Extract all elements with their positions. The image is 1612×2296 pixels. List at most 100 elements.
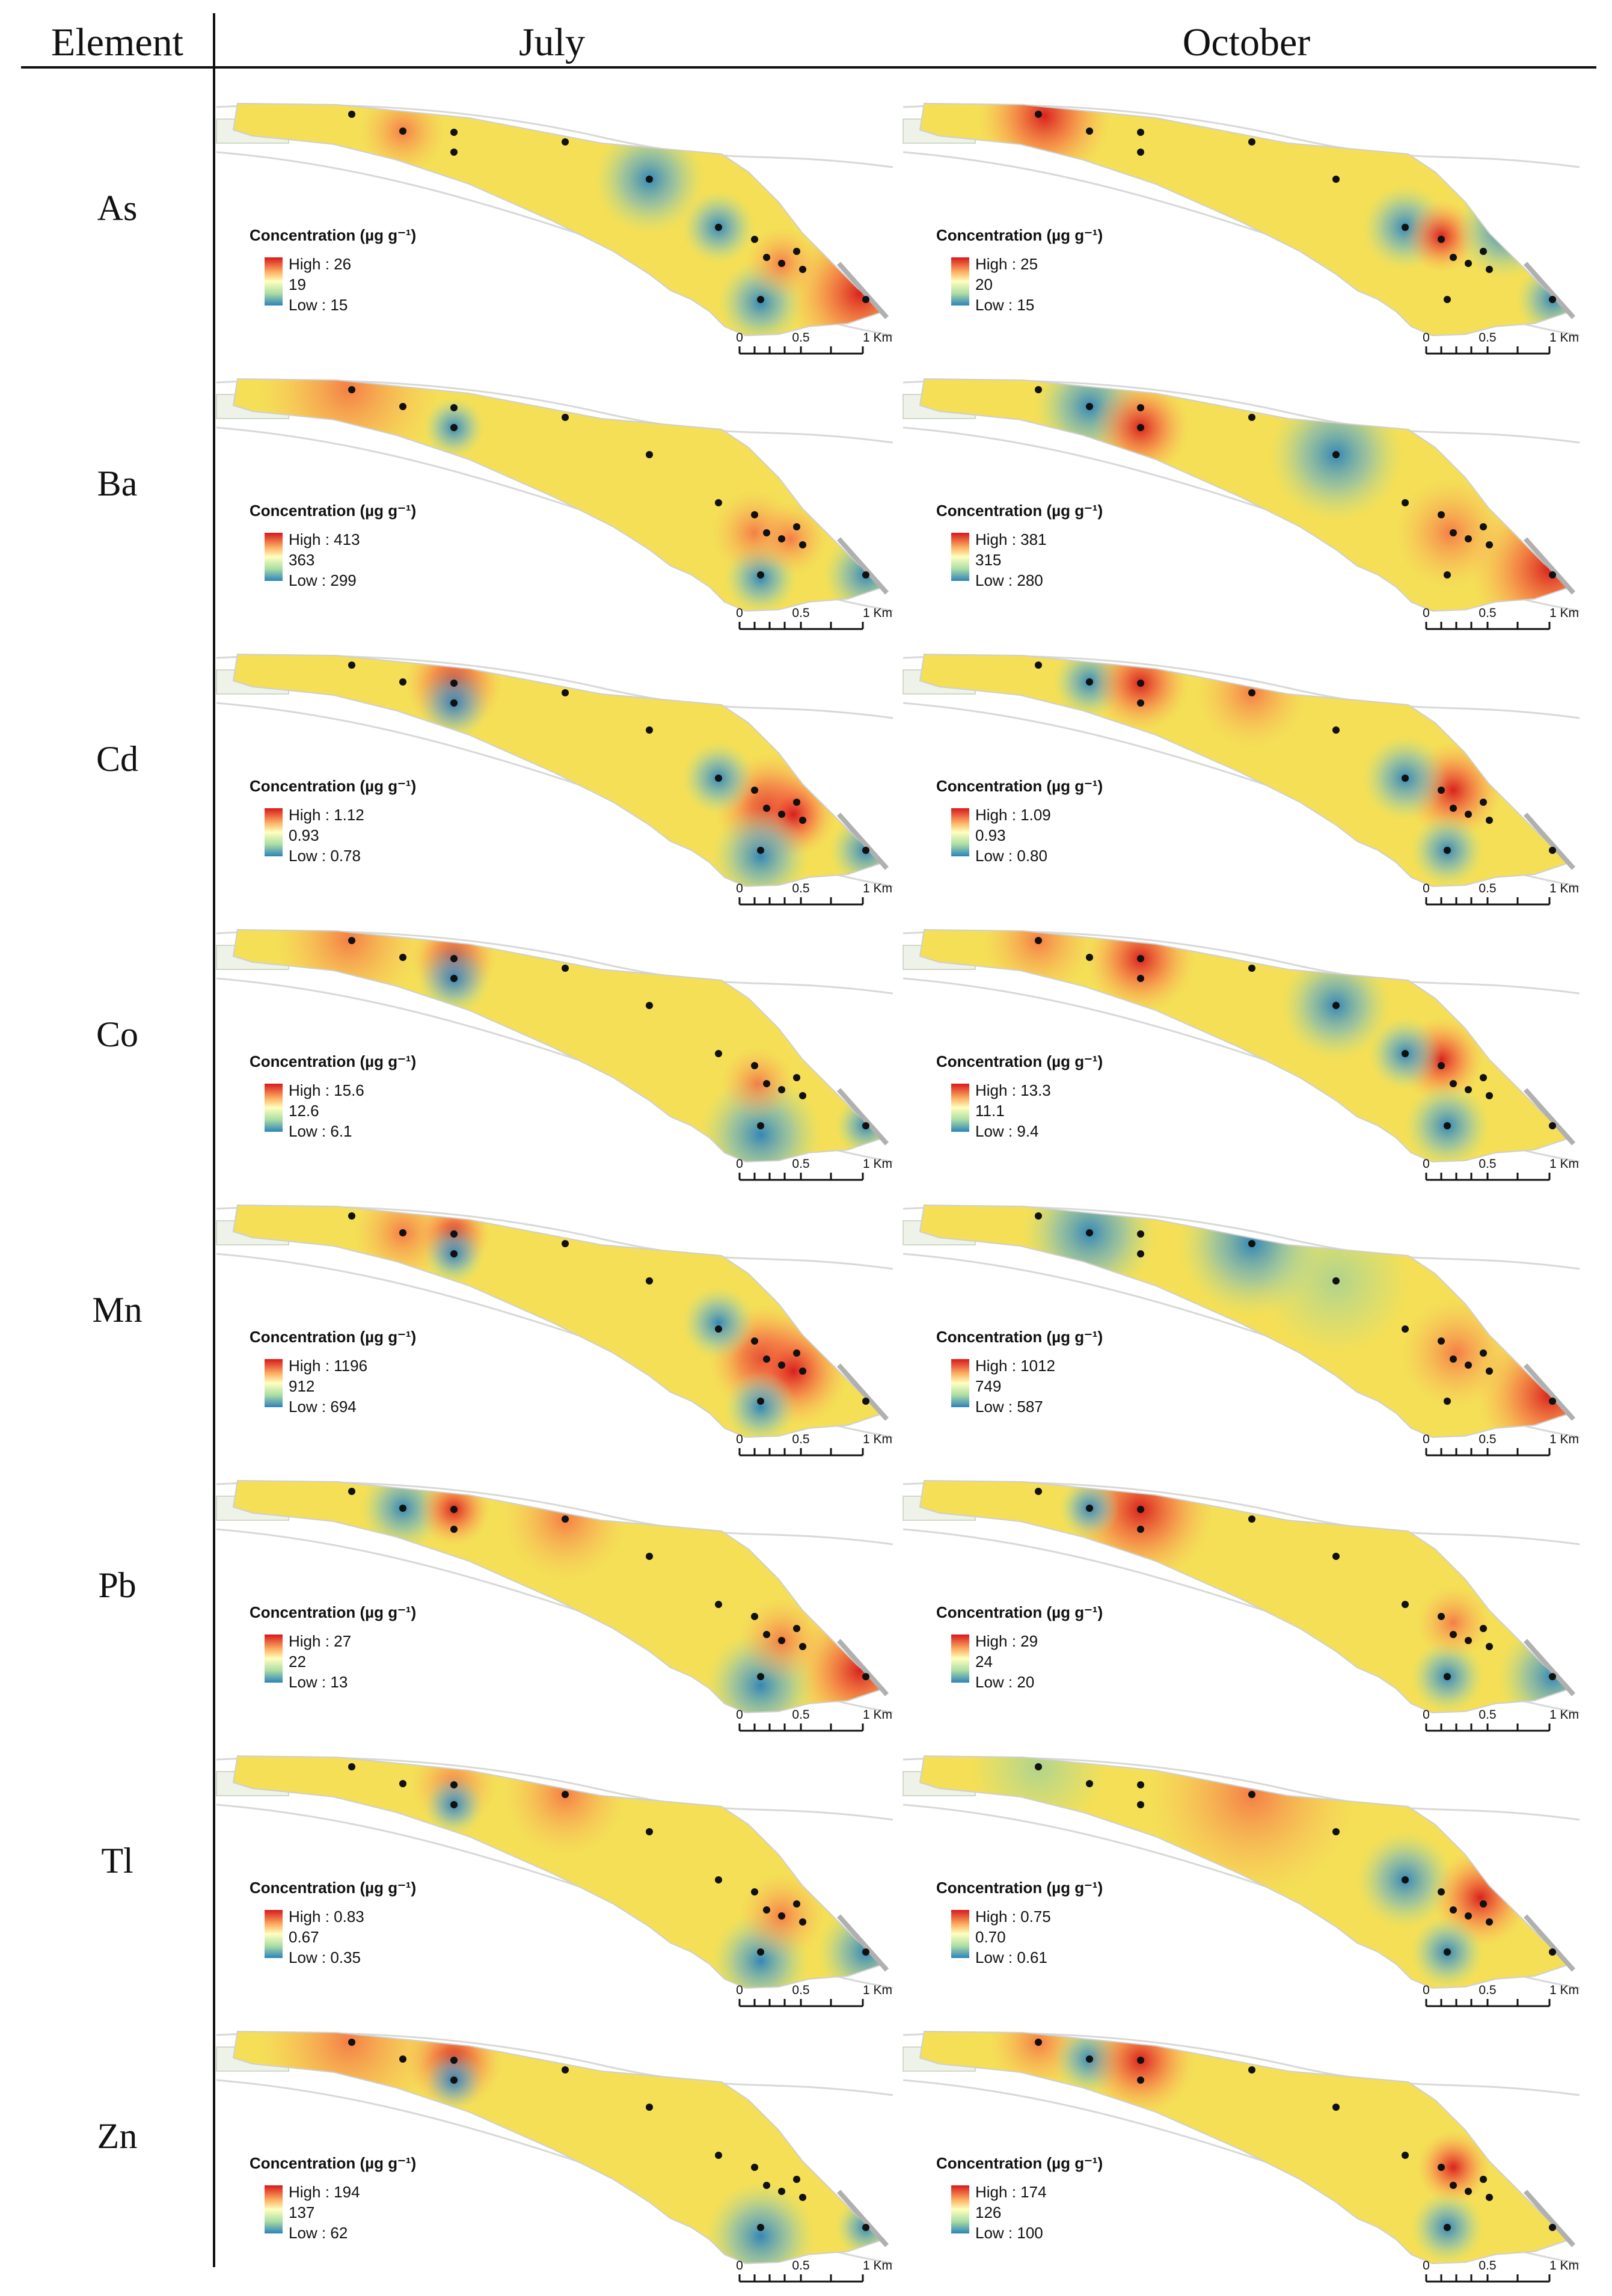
legend-title: Concentration (µg g⁻¹) bbox=[250, 2154, 416, 2172]
sampling-point bbox=[1248, 1240, 1255, 1247]
scale-bar-label: 0.5 bbox=[792, 1157, 809, 1171]
sampling-point bbox=[751, 787, 758, 794]
sampling-point bbox=[1438, 1337, 1445, 1345]
legend-high: High : 1196 bbox=[289, 1357, 367, 1375]
sampling-point bbox=[1438, 1062, 1445, 1069]
scale-bar-label: 1 Km bbox=[863, 882, 892, 895]
sampling-point bbox=[1450, 529, 1457, 536]
sampling-point bbox=[778, 1637, 785, 1644]
sampling-point bbox=[763, 529, 770, 536]
sampling-point bbox=[1332, 726, 1340, 734]
sampling-point bbox=[1402, 1050, 1409, 1057]
sampling-point bbox=[348, 386, 355, 393]
legend-mid: 22 bbox=[289, 1653, 306, 1671]
scale-bar-label: 0.5 bbox=[792, 1983, 809, 1997]
sampling-point bbox=[1480, 1900, 1487, 1908]
sampling-point bbox=[1444, 296, 1451, 303]
sampling-point bbox=[1332, 1277, 1340, 1285]
sampling-point bbox=[1450, 805, 1457, 812]
sampling-point bbox=[1549, 1122, 1556, 1129]
map-panel-tl-july: Concentration (µg g⁻¹) High : 0.83 0.67 Low… bbox=[216, 1755, 893, 2007]
sampling-point bbox=[450, 424, 458, 431]
legend: Concentration (µg g⁻¹) High : 0.75 0.70 Low… bbox=[936, 1879, 1103, 1966]
sampling-point bbox=[450, 975, 458, 982]
sampling-point bbox=[793, 1074, 800, 1081]
river-outline bbox=[919, 653, 1572, 888]
element-row: Tl Concentration (µg g⁻¹) High : 0.83 0.67 L… bbox=[101, 1755, 1580, 2007]
sampling-point bbox=[751, 511, 758, 518]
sampling-point bbox=[793, 523, 800, 530]
sampling-point bbox=[646, 1277, 653, 1285]
sampling-point bbox=[1137, 149, 1144, 156]
river-outline bbox=[919, 102, 1572, 337]
legend-low: Low : 9.4 bbox=[975, 1122, 1039, 1140]
october-column-header: October bbox=[1183, 20, 1311, 64]
sampling-point bbox=[1444, 1398, 1451, 1405]
jetty bbox=[837, 2190, 889, 2247]
sampling-point bbox=[1402, 1601, 1409, 1608]
legend: Concentration (µg g⁻¹) High : 0.83 0.67 Low… bbox=[250, 1879, 416, 1966]
sampling-point bbox=[1480, 1349, 1487, 1357]
sampling-point bbox=[1332, 1553, 1340, 1560]
scale-bar-label: 0 bbox=[736, 1157, 743, 1171]
sampling-point bbox=[1444, 1122, 1451, 1129]
sampling-point bbox=[799, 1367, 806, 1375]
scale-bar-label: 0 bbox=[1423, 2259, 1430, 2273]
scale-bar-label: 1 Km bbox=[863, 606, 892, 620]
sampling-point bbox=[1137, 1801, 1144, 1808]
legend-title: Concentration (µg g⁻¹) bbox=[250, 1603, 416, 1621]
sampling-point bbox=[1450, 1631, 1457, 1638]
sampling-point bbox=[778, 1361, 785, 1369]
sampling-point bbox=[1248, 965, 1255, 972]
river-outline bbox=[919, 2030, 1572, 2265]
sampling-point bbox=[757, 1673, 764, 1680]
scale-bar-label: 0 bbox=[1423, 331, 1430, 345]
sampling-point bbox=[1332, 1828, 1340, 1835]
legend: Concentration (µg g⁻¹) High : 413 363 Low :… bbox=[250, 502, 416, 589]
sampling-point bbox=[793, 1900, 800, 1908]
sampling-point bbox=[450, 129, 458, 136]
jetty bbox=[837, 262, 889, 319]
jetty bbox=[1524, 262, 1575, 319]
sampling-point bbox=[1486, 1918, 1493, 1926]
legend-color-ramp bbox=[951, 533, 969, 581]
sampling-point bbox=[1486, 1367, 1493, 1375]
legend-high: High : 25 bbox=[975, 255, 1038, 273]
sampling-point bbox=[1486, 1092, 1493, 1099]
legend-color-ramp bbox=[265, 1635, 283, 1683]
sampling-point bbox=[399, 1780, 406, 1787]
sampling-point bbox=[1480, 1074, 1487, 1081]
sampling-point bbox=[1486, 817, 1493, 824]
sampling-point bbox=[1444, 2224, 1451, 2231]
interpolated-surface bbox=[920, 379, 1571, 611]
sampling-point bbox=[399, 678, 406, 686]
sampling-point bbox=[1035, 1488, 1042, 1495]
sampling-point bbox=[450, 1250, 458, 1257]
sampling-point bbox=[862, 1122, 869, 1129]
sampling-point bbox=[1486, 1643, 1493, 1650]
legend-low: Low : 299 bbox=[289, 571, 357, 589]
sampling-point bbox=[1137, 129, 1144, 136]
sampling-point bbox=[399, 954, 406, 961]
scale-bar: 0 0.5 1 Km bbox=[736, 2259, 892, 2283]
sampling-point bbox=[1438, 787, 1445, 794]
sampling-point bbox=[1137, 2057, 1144, 2064]
sampling-point bbox=[399, 2055, 406, 2063]
sampling-point bbox=[862, 2224, 869, 2231]
scale-bar: 0 0.5 1 Km bbox=[1423, 331, 1579, 355]
sampling-point bbox=[450, 149, 458, 156]
legend-mid: 20 bbox=[975, 275, 993, 293]
sampling-point bbox=[1480, 799, 1487, 806]
map-panel-pb-october: Concentration (µg g⁻¹) High : 29 24 Low : 2… bbox=[903, 1479, 1580, 1732]
legend: Concentration (µg g⁻¹) High : 1196 912 Low … bbox=[250, 1328, 416, 1416]
scale-bar-label: 0 bbox=[736, 331, 743, 345]
sampling-point bbox=[1137, 1230, 1144, 1238]
sampling-point bbox=[1137, 2077, 1144, 2084]
sampling-point bbox=[1137, 699, 1144, 707]
legend-mid: 24 bbox=[975, 1653, 993, 1671]
element-row: Ba Concentration (µg g⁻¹) High : 413 363 Low… bbox=[97, 378, 1580, 630]
scale-bar-label: 0.5 bbox=[792, 331, 809, 345]
legend-title: Concentration (µg g⁻¹) bbox=[936, 1052, 1103, 1070]
sampling-point bbox=[450, 404, 458, 411]
scale-bar-label: 0 bbox=[1423, 606, 1430, 620]
